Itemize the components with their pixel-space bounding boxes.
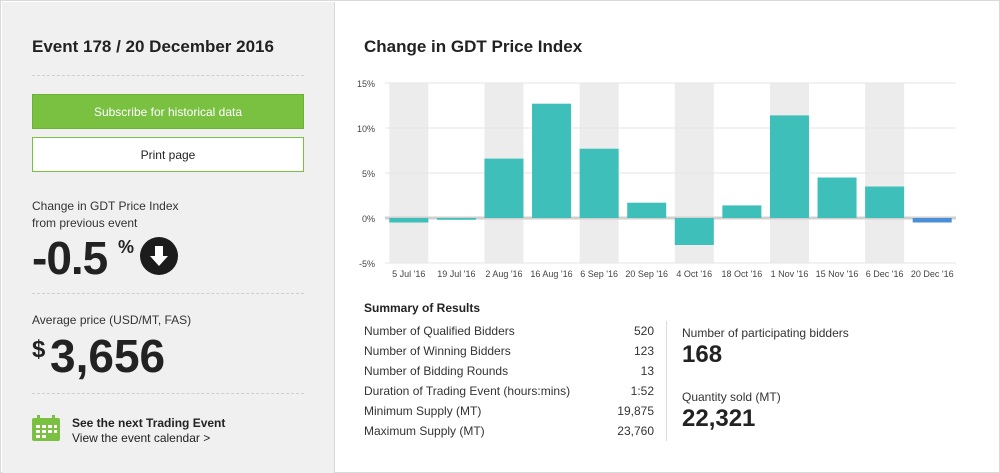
- summary-row: Duration of Trading Event (hours:mins) 1:…: [364, 381, 654, 401]
- summary-row-value: 23,760: [617, 424, 654, 438]
- x-tick-label: 18 Oct '16: [722, 269, 763, 279]
- chart-title: Change in GDT Price Index: [364, 37, 583, 56]
- summary-row-value: 19,875: [617, 404, 654, 418]
- summary-row-label: Number of Qualified Bidders: [364, 324, 515, 338]
- bar: [722, 205, 762, 218]
- summary-row-label: Maximum Supply (MT): [364, 424, 485, 438]
- summary-table: Number of Qualified Bidders 520 Number of …: [364, 321, 654, 441]
- summary-row-value: 520: [633, 324, 654, 338]
- x-tick-label: 20 Dec '16: [911, 269, 954, 279]
- y-tick-label: 15%: [357, 79, 375, 89]
- average-price-value: 3,656: [50, 330, 166, 382]
- x-tick-label: 5 Jul '16: [392, 269, 425, 279]
- bar: [817, 177, 857, 218]
- participating-bidders-value: 168: [682, 341, 723, 368]
- divider: [32, 293, 304, 294]
- summary-row: Number of Winning Bidders 123: [364, 341, 654, 361]
- arrow-down-icon: [140, 237, 178, 275]
- x-tick-label: 19 Jul '16: [437, 269, 475, 279]
- change-label-line1: Change in GDT Price Index: [32, 199, 179, 213]
- change-label: Change in GDT Price Index from previous …: [32, 198, 179, 232]
- bar: [579, 148, 619, 218]
- bar: [865, 186, 905, 218]
- bar: [769, 115, 809, 218]
- y-tick-label: 10%: [357, 124, 375, 134]
- summary-row: Number of Bidding Rounds 13: [364, 361, 654, 381]
- x-tick-label: 6 Sep '16: [580, 269, 618, 279]
- quantity-sold-value: 22,321: [682, 405, 756, 432]
- event-title: Event 178 / 20 December 2016: [32, 37, 274, 56]
- y-tick-label: -5%: [359, 259, 375, 269]
- average-price-label: Average price (USD/MT, FAS): [32, 313, 192, 327]
- bar: [532, 103, 572, 218]
- divider: [666, 321, 667, 441]
- summary-row: Number of Qualified Bidders 520: [364, 321, 654, 341]
- divider: [32, 393, 304, 394]
- change-unit: %: [118, 237, 135, 257]
- x-tick-label: 6 Dec '16: [866, 269, 904, 279]
- summary-row-label: Minimum Supply (MT): [364, 404, 482, 418]
- calendar-icon[interactable]: [32, 415, 60, 441]
- change-value: -0.5: [32, 232, 108, 284]
- event-sidebar: [2, 2, 335, 473]
- x-tick-label: 4 Oct '16: [676, 269, 712, 279]
- y-tick-label: 0%: [362, 214, 375, 224]
- subscribe-button[interactable]: Subscribe for historical data: [32, 94, 304, 129]
- x-tick-label: 20 Sep '16: [625, 269, 668, 279]
- summary-row-label: Number of Bidding Rounds: [364, 364, 509, 378]
- summary-title: Summary of Results: [364, 301, 481, 315]
- print-button[interactable]: Print page: [32, 137, 304, 172]
- bar: [674, 218, 714, 245]
- bar: [627, 202, 667, 218]
- x-tick-label: 16 Aug '16: [530, 269, 572, 279]
- summary-row-label: Number of Winning Bidders: [364, 344, 511, 358]
- x-tick-label: 1 Nov '16: [771, 269, 809, 279]
- change-label-line2: from previous event: [32, 216, 138, 230]
- summary-row-label: Duration of Trading Event (hours:mins): [364, 384, 571, 398]
- event-calendar-link[interactable]: View the event calendar >: [72, 431, 211, 445]
- bar: [484, 158, 524, 218]
- summary-row-value: 13: [640, 364, 654, 378]
- divider: [32, 75, 304, 76]
- bar: [389, 218, 429, 223]
- x-tick-label: 15 Nov '16: [816, 269, 859, 279]
- bar: [912, 218, 952, 223]
- currency-symbol: $: [32, 336, 46, 363]
- participating-bidders-label: Number of participating bidders: [682, 326, 849, 340]
- next-event-title[interactable]: See the next Trading Event: [72, 416, 226, 430]
- quantity-sold-label: Quantity sold (MT): [682, 390, 781, 404]
- y-tick-label: 5%: [362, 169, 375, 179]
- summary-row-value: 1:52: [630, 384, 654, 398]
- summary-row-value: 123: [633, 344, 654, 358]
- summary-row: Maximum Supply (MT) 23,760: [364, 421, 654, 441]
- summary-row: Minimum Supply (MT) 19,875: [364, 401, 654, 421]
- bar: [436, 218, 476, 220]
- price-index-chart: -5% 0% 5% 10% 15% 5 Jul '16 19 Jul '16 2 Aug '1…: [357, 79, 956, 279]
- x-tick-label: 2 Aug '16: [485, 269, 522, 279]
